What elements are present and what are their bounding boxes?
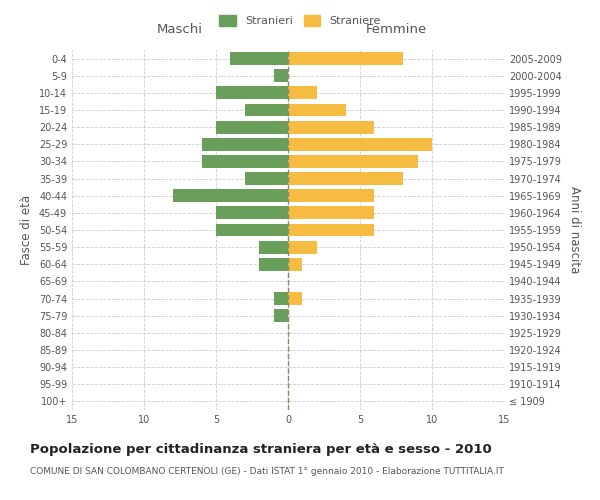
Bar — [288, 240, 317, 254]
Bar — [202, 138, 288, 150]
Bar — [288, 86, 317, 100]
Text: Femmine: Femmine — [365, 24, 427, 36]
Text: Maschi: Maschi — [157, 24, 203, 36]
Bar — [288, 138, 432, 150]
Bar — [202, 155, 288, 168]
Bar — [288, 52, 403, 65]
Bar — [245, 104, 288, 117]
Y-axis label: Fasce di età: Fasce di età — [20, 195, 33, 265]
Bar — [274, 292, 288, 305]
Bar — [245, 172, 288, 185]
Bar — [216, 224, 288, 236]
Bar — [274, 310, 288, 322]
Bar — [216, 206, 288, 220]
Bar — [288, 155, 418, 168]
Text: Popolazione per cittadinanza straniera per età e sesso - 2010: Popolazione per cittadinanza straniera p… — [30, 442, 492, 456]
Bar — [288, 258, 302, 270]
Y-axis label: Anni di nascita: Anni di nascita — [568, 186, 581, 274]
Bar — [288, 206, 374, 220]
Legend: Stranieri, Straniere: Stranieri, Straniere — [215, 10, 385, 31]
Text: COMUNE DI SAN COLOMBANO CERTENOLI (GE) - Dati ISTAT 1° gennaio 2010 - Elaborazio: COMUNE DI SAN COLOMBANO CERTENOLI (GE) -… — [30, 468, 504, 476]
Bar — [216, 86, 288, 100]
Bar — [259, 240, 288, 254]
Bar — [259, 258, 288, 270]
Bar — [288, 120, 374, 134]
Bar — [288, 104, 346, 117]
Bar — [230, 52, 288, 65]
Bar — [216, 120, 288, 134]
Bar — [274, 70, 288, 82]
Bar — [288, 172, 403, 185]
Bar — [288, 190, 374, 202]
Bar — [288, 224, 374, 236]
Bar — [173, 190, 288, 202]
Bar — [288, 292, 302, 305]
